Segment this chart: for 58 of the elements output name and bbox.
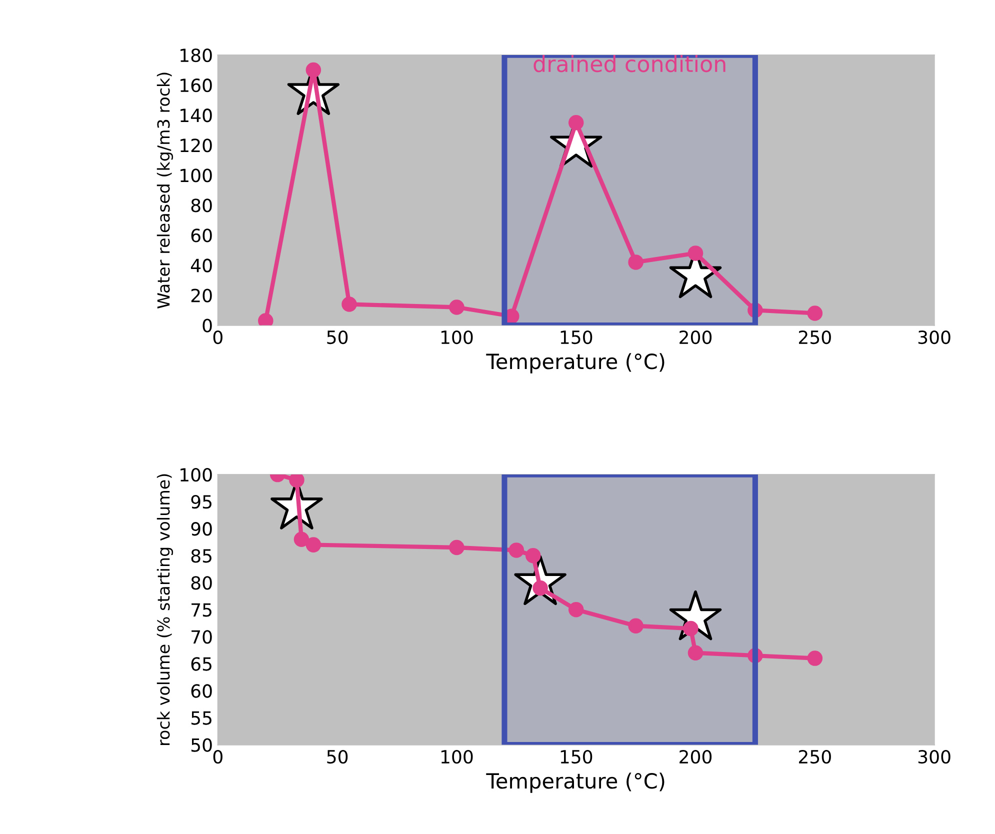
point [508,542,524,558]
point [306,62,322,78]
y-tick-label: 120 [180,138,212,152]
x-tick-label: 300 [918,330,950,344]
y-tick-label: 65 [191,657,212,671]
x-tick-label: 150 [560,330,592,344]
y-tick-label: 95 [191,495,212,509]
x-tick-label: 200 [680,330,712,344]
point [628,618,644,634]
y-tick-label: 0 [202,318,212,332]
y-tick-label: 80 [191,576,212,590]
y-tick-label: 50 [191,738,212,752]
band-label: drained condition [534,55,726,72]
x-axis-title: Temperature (°C) [486,772,664,793]
point [688,645,704,661]
y-tick-label: 60 [191,228,212,242]
point [568,602,584,618]
x-tick-label: 100 [441,330,473,344]
point [342,296,357,312]
y-tick-label: 60 [191,684,212,698]
y-tick-label: 160 [180,78,212,92]
point [807,650,823,666]
x-tick-label: 50 [327,330,348,344]
x-tick-label: 250 [798,330,831,344]
point [568,114,584,130]
x-tick-label: 0 [213,330,222,344]
x-tick-label: 150 [560,750,592,764]
y-tick-label: 70 [192,630,212,644]
y-axis-title: Water released (kg/m3 rock) [156,72,174,308]
point [294,532,310,548]
point [449,300,464,315]
x-tick-label: 0 [213,750,222,764]
x-tick-label: 200 [680,750,712,764]
y-tick-label: 80 [191,198,212,212]
y-tick-label: 85 [191,549,212,563]
y-tick-label: 100 [180,468,212,482]
point [449,540,464,556]
x-axis-title: Temperature (°C) [486,353,664,374]
x-tick-label: 50 [327,750,348,764]
point [683,620,698,636]
y-axis-title: rock volume (% starting volume) [156,474,174,745]
y-tick-label: 75 [192,603,212,617]
y-tick-label: 100 [180,168,212,182]
y-tick-label: 180 [180,48,212,62]
x-tick-label: 100 [441,750,473,764]
point [688,246,704,261]
y-tick-label: 20 [191,288,212,302]
y-tick-label: 90 [191,522,212,536]
y-tick-label: 140 [180,108,212,122]
point [289,474,304,488]
point [807,306,823,321]
point [306,537,322,552]
y-tick-label: 40 [190,258,212,272]
point [525,548,541,564]
x-tick-label: 300 [918,750,950,764]
point [628,254,644,270]
x-tick-label: 250 [798,750,831,764]
y-tick-label: 55 [191,711,212,725]
